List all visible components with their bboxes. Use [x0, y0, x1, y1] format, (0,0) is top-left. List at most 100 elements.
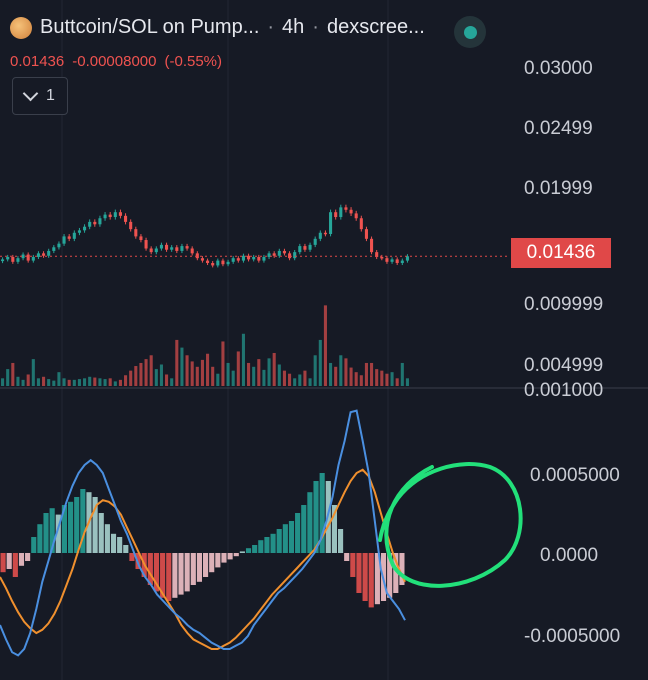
- candle-body: [354, 213, 358, 219]
- macd-histogram-bar: [374, 553, 380, 605]
- volume-bar: [257, 359, 261, 386]
- macd-histogram-bar: [129, 553, 135, 561]
- candle-body: [282, 250, 286, 254]
- candle-body: [98, 218, 102, 225]
- macd-histogram-bar: [270, 533, 276, 553]
- macd-histogram-bar: [252, 545, 258, 553]
- volume-bar: [395, 378, 399, 386]
- candle-body: [103, 214, 107, 219]
- macd-tick-label: -0.0005000: [524, 626, 620, 647]
- candle-body: [88, 221, 92, 227]
- macd-histogram-bar: [221, 553, 227, 563]
- candle-body: [26, 254, 30, 261]
- price-candles: [1, 204, 409, 268]
- macd-histogram-bar: [49, 508, 55, 553]
- price-axis[interactable]: 0.03000 0.02499 0.01999 0.009999 0.00499…: [524, 58, 603, 376]
- macd-histogram: [0, 473, 405, 608]
- volume-bar: [293, 378, 297, 386]
- volume-bar: [334, 366, 338, 386]
- macd-histogram-bar: [104, 524, 110, 553]
- candle-body: [67, 236, 71, 239]
- macd-histogram-bar: [196, 553, 202, 582]
- candle-body: [298, 246, 302, 253]
- candle-body: [334, 212, 338, 218]
- candle-body: [190, 248, 194, 254]
- price-change-percent: (-0.55%): [164, 53, 223, 70]
- collapse-indicators-button[interactable]: 1: [12, 77, 68, 115]
- macd-histogram-bar: [92, 497, 98, 553]
- macd-axis[interactable]: 0.001000 0.0005000 0.0000 -0.0005000: [524, 380, 620, 647]
- pair-name: Buttcoin/SOL on Pump...: [40, 16, 260, 38]
- volume-bar: [170, 378, 174, 386]
- candle-body: [349, 209, 353, 214]
- chevron-down-icon: [22, 85, 39, 102]
- candle-body: [21, 254, 25, 259]
- candle-body: [313, 238, 317, 245]
- candle-body: [247, 255, 251, 260]
- macd-histogram-bar: [110, 533, 117, 553]
- macd-histogram-bar: [203, 553, 209, 577]
- macd-histogram-bar: [387, 553, 393, 598]
- live-dot-icon: [463, 25, 477, 39]
- volume-bar: [385, 373, 389, 386]
- macd-histogram-bar: [153, 553, 160, 592]
- candle-body: [83, 226, 87, 231]
- macd-histogram-bar: [178, 553, 184, 595]
- macd-histogram-bar: [319, 473, 325, 553]
- candle-body: [93, 221, 97, 225]
- volume-bar: [98, 378, 102, 386]
- volume-bar: [211, 366, 215, 386]
- volume-bar: [349, 367, 353, 386]
- volume-bar: [236, 351, 240, 386]
- volume-bar: [77, 379, 81, 386]
- candle-body: [231, 258, 235, 262]
- macd-histogram-bar: [43, 513, 49, 553]
- candle-body: [113, 212, 117, 218]
- separator: ·: [312, 16, 319, 38]
- candle-body: [16, 258, 20, 262]
- macd-histogram-bar: [264, 537, 270, 553]
- volume-bar: [47, 379, 51, 386]
- volume-bar: [190, 361, 194, 386]
- candle-body: [339, 207, 343, 218]
- volume-bar: [149, 355, 153, 386]
- chart-header[interactable]: Buttcoin/SOL on Pump... · 4h · dexscree.…: [10, 16, 425, 39]
- volume-bar: [364, 362, 368, 386]
- volume-bar: [88, 376, 92, 386]
- volume-bar: [180, 347, 184, 386]
- macd-histogram-bar: [61, 505, 67, 553]
- macd-histogram-bar: [80, 489, 86, 553]
- price-gridlines: [61, 0, 389, 680]
- candle-body: [211, 263, 215, 266]
- timeframe[interactable]: 4h: [282, 16, 305, 38]
- macd-tick-label: 0.0000: [540, 545, 598, 566]
- macd-histogram-bar: [239, 551, 245, 553]
- candle-body: [375, 252, 379, 257]
- volume-bar: [139, 362, 143, 386]
- volume-bar: [159, 364, 163, 386]
- candle-body: [277, 250, 281, 256]
- candle-body: [226, 261, 230, 265]
- volume-bar: [144, 359, 148, 386]
- volume-bar: [288, 373, 292, 386]
- volume-bar: [129, 370, 133, 386]
- volume-bar: [165, 374, 169, 386]
- macd-histogram-bar: [0, 553, 6, 573]
- macd-histogram-bar: [288, 521, 295, 553]
- candle-body: [175, 247, 179, 251]
- candle-body: [72, 232, 76, 239]
- indicator-count: 1: [46, 87, 55, 104]
- macd-histogram-bar: [215, 553, 221, 568]
- live-status-badge: [454, 16, 486, 48]
- macd-histogram-bar: [331, 505, 337, 553]
- macd-histogram-bar: [12, 553, 18, 577]
- coin-logo-icon: [10, 16, 32, 39]
- volume-bars: [1, 305, 409, 386]
- macd-histogram-bar: [227, 553, 233, 560]
- volume-bar: [313, 355, 317, 386]
- macd-histogram-bar: [282, 524, 288, 553]
- volume-bar: [185, 355, 189, 386]
- candle-body: [318, 232, 322, 239]
- macd-histogram-bar: [393, 553, 399, 593]
